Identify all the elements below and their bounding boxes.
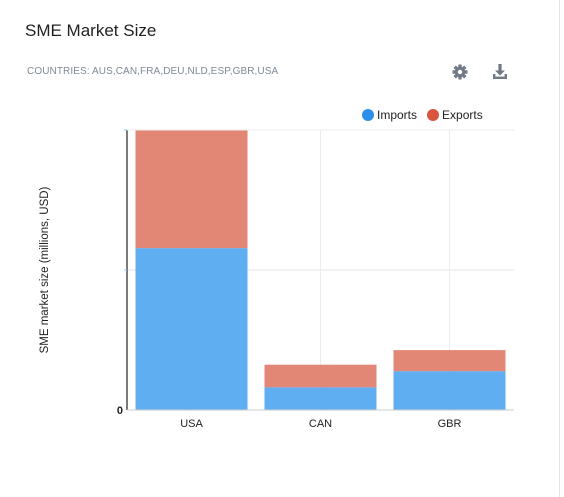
bar-exports-can [264,364,377,388]
download-icon[interactable] [490,62,510,82]
gear-icon[interactable] [450,62,470,82]
chart-title: SME Market Size [25,21,157,40]
bar-exports-gbr [393,350,506,372]
bar-imports-gbr [393,371,506,410]
y-tick-label: 0 [117,405,123,417]
legend-item-exports[interactable]: Exports [427,108,483,122]
countries-subtitle: COUNTRIES: AUS,CAN,FRA,DEU,NLD,ESP,GBR,U… [27,66,279,77]
x-tick-label: USA [180,418,203,430]
x-tick-label: CAN [309,418,332,430]
legend-swatch-exports [427,109,440,121]
x-tick-label: GBR [438,418,462,430]
legend-item-imports[interactable]: Imports [362,108,417,122]
bar-imports-can [264,387,377,410]
bar-exports-usa [135,130,248,249]
bar-imports-usa [135,248,248,410]
chart-legend: Imports Exports [362,108,493,122]
legend-label-imports: Imports [377,108,418,122]
legend-label-exports: Exports [442,108,483,122]
legend-swatch-imports [362,109,374,121]
